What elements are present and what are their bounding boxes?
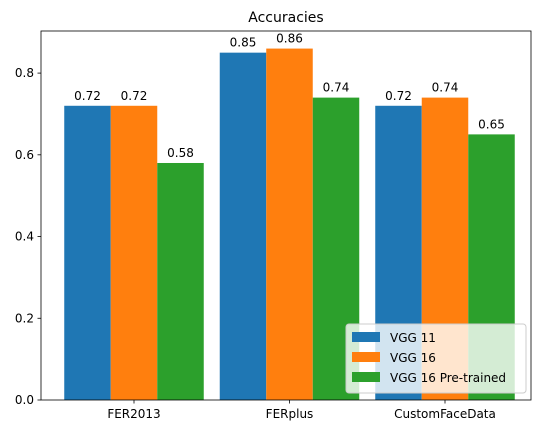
legend-label-1: VGG 11 [390, 331, 436, 345]
x-tick-label: CustomFaceData [394, 407, 496, 421]
y-axis: 0.0 0.2 0.4 0.6 0.8 [15, 66, 41, 407]
data-label-2-1: 0.72 [121, 89, 148, 103]
bar-2-1 [111, 106, 158, 400]
legend: VGG 11 VGG 16 VGG 16 Pre-trained [346, 324, 526, 393]
data-label-1-1: 0.72 [74, 89, 101, 103]
y-tick-label: 0.8 [15, 66, 34, 80]
y-tick-label: 0.4 [15, 230, 34, 244]
y-tick-label: 0.6 [15, 148, 34, 162]
chart-title: Accuracies [248, 10, 323, 26]
y-tick-label: 0.0 [15, 393, 34, 407]
data-label-2-2: 0.86 [276, 32, 303, 46]
data-label-3-3: 0.65 [478, 117, 505, 131]
y-tick-label: 0.2 [15, 311, 34, 325]
x-tick-label: FERplus [266, 407, 314, 421]
bar-2-2 [266, 49, 313, 400]
data-label-2-3: 0.74 [432, 81, 459, 95]
x-axis: FER2013 FERplus CustomFaceData [107, 400, 496, 421]
data-label-3-2: 0.74 [323, 81, 350, 95]
data-label-1-2: 0.85 [230, 36, 257, 50]
legend-swatch-1 [352, 332, 380, 342]
x-tick-label: FER2013 [107, 407, 160, 421]
bar-3-1 [157, 163, 204, 400]
bar-1-2 [220, 53, 267, 400]
legend-swatch-3 [352, 372, 380, 382]
legend-label-3: VGG 16 Pre-trained [390, 371, 506, 385]
legend-swatch-2 [352, 352, 380, 362]
data-label-3-1: 0.58 [167, 146, 194, 160]
legend-label-2: VGG 16 [390, 351, 436, 365]
bar-1-1 [64, 106, 111, 400]
data-label-1-3: 0.72 [385, 89, 412, 103]
